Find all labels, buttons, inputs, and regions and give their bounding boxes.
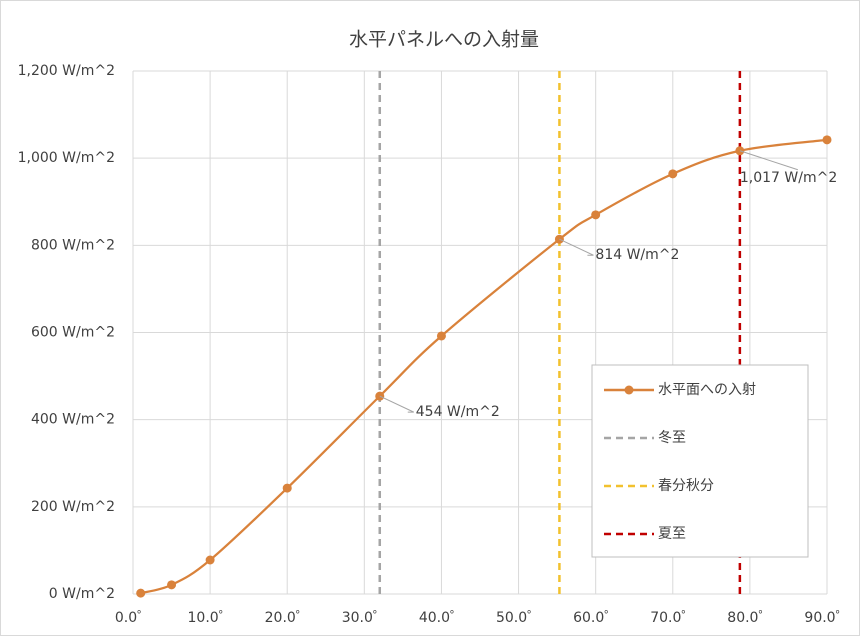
data-point [136,588,146,598]
x-tick-label: 20.0゜ [265,610,310,626]
x-tick-label: 50.0゜ [496,610,541,626]
data-point [167,580,177,590]
x-tick-label: 80.0゜ [727,610,772,626]
legend-label: 春分秋分 [658,478,714,494]
x-tick-label: 70.0゜ [650,610,695,626]
x-tick-label: 40.0゜ [419,610,464,626]
data-point [822,135,832,145]
legend-label: 水平面への入射 [658,382,756,398]
legend-label: 冬至 [658,430,686,446]
y-tick-label: 1,000 W/m^2 [18,150,115,166]
data-point [668,169,678,179]
y-tick-label: 600 W/m^2 [31,325,115,341]
grid: 0 W/m^2 200 W/m^2 400 W/m^2 600 W/m^2 800 W/… [18,63,850,626]
x-tick-label: 90.0゜ [804,610,849,626]
x-tick-label: 0.0゜ [115,610,151,626]
plot: 454 W/m^2 814 W/m^2 1,017 W/m^2 [136,71,837,598]
x-tick-label: 60.0゜ [573,610,618,626]
y-tick-label: 400 W/m^2 [31,412,115,428]
data-point [436,331,446,341]
y-tick-label: 1,200 W/m^2 [18,63,115,79]
legend-marker [624,385,634,395]
data-label: 454 W/m^2 [416,404,500,420]
y-tick-label: 200 W/m^2 [31,499,115,515]
label-leader [739,150,799,171]
data-point [205,555,215,565]
label-leader [379,395,414,413]
chart-title: 水平パネルへの入射量 [349,29,539,51]
data-point [591,210,601,220]
legend-box [591,364,809,558]
x-tick-label: 30.0゜ [342,610,387,626]
data-point [282,483,292,493]
label-leader [559,238,594,256]
x-tick-label: 10.0゜ [188,610,233,626]
y-tick-label: 800 W/m^2 [31,237,115,253]
legend-label: 夏至 [658,526,686,542]
data-label: 814 W/m^2 [595,247,679,263]
y-tick-label: 0 W/m^2 [49,586,115,602]
data-label: 1,017 W/m^2 [740,170,837,186]
